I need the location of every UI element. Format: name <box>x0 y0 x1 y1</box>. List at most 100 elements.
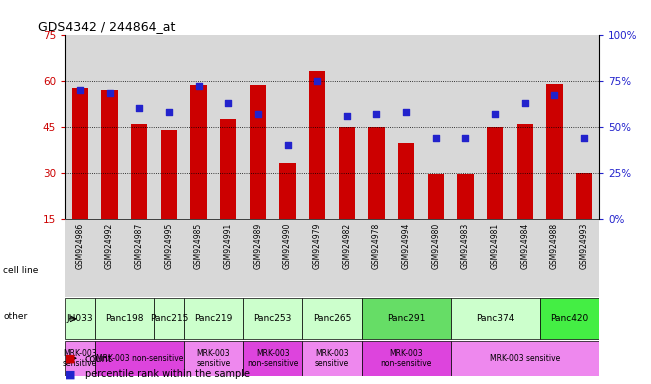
Bar <box>65 341 95 376</box>
Bar <box>368 127 385 218</box>
Bar <box>302 218 332 298</box>
Bar <box>220 119 236 218</box>
Point <box>342 113 352 119</box>
Text: Panc198: Panc198 <box>105 314 144 323</box>
Bar <box>250 85 266 218</box>
Text: GSM924991: GSM924991 <box>224 222 232 269</box>
Bar <box>184 298 243 339</box>
Bar <box>362 341 450 376</box>
Bar <box>154 35 184 218</box>
Point <box>193 83 204 89</box>
Text: GSM924979: GSM924979 <box>312 222 322 269</box>
Bar <box>302 298 362 339</box>
Bar <box>65 298 95 339</box>
Bar <box>339 127 355 218</box>
Bar <box>131 124 147 218</box>
Bar <box>190 85 207 218</box>
Bar <box>124 218 154 298</box>
Bar <box>510 35 540 218</box>
Bar <box>184 35 214 218</box>
Bar <box>102 90 118 218</box>
Bar <box>65 35 95 218</box>
Bar <box>309 71 326 218</box>
Bar <box>457 174 474 218</box>
Point <box>430 134 441 141</box>
Text: Panc219: Panc219 <box>194 314 232 323</box>
Bar <box>184 341 243 376</box>
Bar <box>214 35 243 218</box>
Text: GSM924988: GSM924988 <box>550 222 559 269</box>
Bar <box>279 163 296 218</box>
Text: MRK-003
sensitive: MRK-003 sensitive <box>62 349 97 368</box>
Bar <box>391 35 421 218</box>
Text: GSM924985: GSM924985 <box>194 222 203 269</box>
Bar <box>398 144 414 218</box>
Text: Panc291: Panc291 <box>387 314 425 323</box>
Bar <box>154 218 184 298</box>
Text: percentile rank within the sample: percentile rank within the sample <box>85 369 249 379</box>
Text: MRK-003 non-sensitive: MRK-003 non-sensitive <box>96 354 183 363</box>
Point <box>549 92 560 98</box>
Bar <box>273 35 302 218</box>
Bar <box>124 35 154 218</box>
Bar <box>480 35 510 218</box>
Bar <box>450 341 599 376</box>
Text: Panc253: Panc253 <box>253 314 292 323</box>
Bar <box>421 218 450 298</box>
Text: cell line: cell line <box>3 266 38 275</box>
Point <box>75 87 85 93</box>
Point <box>253 111 263 117</box>
Text: GSM924990: GSM924990 <box>283 222 292 269</box>
Text: GSM924980: GSM924980 <box>432 222 440 269</box>
Bar <box>95 341 184 376</box>
Bar <box>95 298 154 339</box>
Text: MRK-003
sensitive: MRK-003 sensitive <box>196 349 230 368</box>
Text: GSM924978: GSM924978 <box>372 222 381 269</box>
Bar <box>540 35 569 218</box>
Point <box>134 105 145 111</box>
Text: GSM924993: GSM924993 <box>579 222 589 269</box>
Bar <box>510 218 540 298</box>
Text: GDS4342 / 244864_at: GDS4342 / 244864_at <box>38 20 176 33</box>
Point <box>371 111 381 117</box>
Text: ■: ■ <box>65 354 76 364</box>
Bar <box>362 35 391 218</box>
Text: GSM924983: GSM924983 <box>461 222 470 269</box>
Point <box>283 142 293 148</box>
Text: GSM924984: GSM924984 <box>520 222 529 269</box>
Bar <box>569 218 599 298</box>
Bar <box>302 341 362 376</box>
Bar <box>243 35 273 218</box>
Text: GSM924994: GSM924994 <box>402 222 411 269</box>
Point <box>401 109 411 115</box>
Text: GSM924995: GSM924995 <box>165 222 173 269</box>
Point <box>490 111 501 117</box>
Bar <box>576 172 592 218</box>
Bar <box>517 124 533 218</box>
Text: GSM924987: GSM924987 <box>135 222 144 269</box>
Bar <box>450 35 480 218</box>
Bar <box>450 298 540 339</box>
Point <box>104 90 115 96</box>
Bar <box>302 35 332 218</box>
Bar <box>243 341 302 376</box>
Bar <box>95 218 124 298</box>
Bar <box>332 35 362 218</box>
Point <box>312 78 322 84</box>
Point <box>460 134 471 141</box>
Bar <box>569 35 599 218</box>
Text: Panc265: Panc265 <box>313 314 351 323</box>
Text: Panc215: Panc215 <box>150 314 188 323</box>
Bar <box>95 35 124 218</box>
Bar <box>243 218 273 298</box>
Bar <box>480 218 510 298</box>
Bar <box>332 218 362 298</box>
Bar <box>487 127 503 218</box>
Bar <box>421 35 450 218</box>
Bar <box>65 218 95 298</box>
Bar <box>154 298 184 339</box>
Text: count: count <box>85 354 112 364</box>
Text: other: other <box>3 312 27 321</box>
Bar <box>184 218 214 298</box>
Text: MRK-003 sensitive: MRK-003 sensitive <box>490 354 560 363</box>
